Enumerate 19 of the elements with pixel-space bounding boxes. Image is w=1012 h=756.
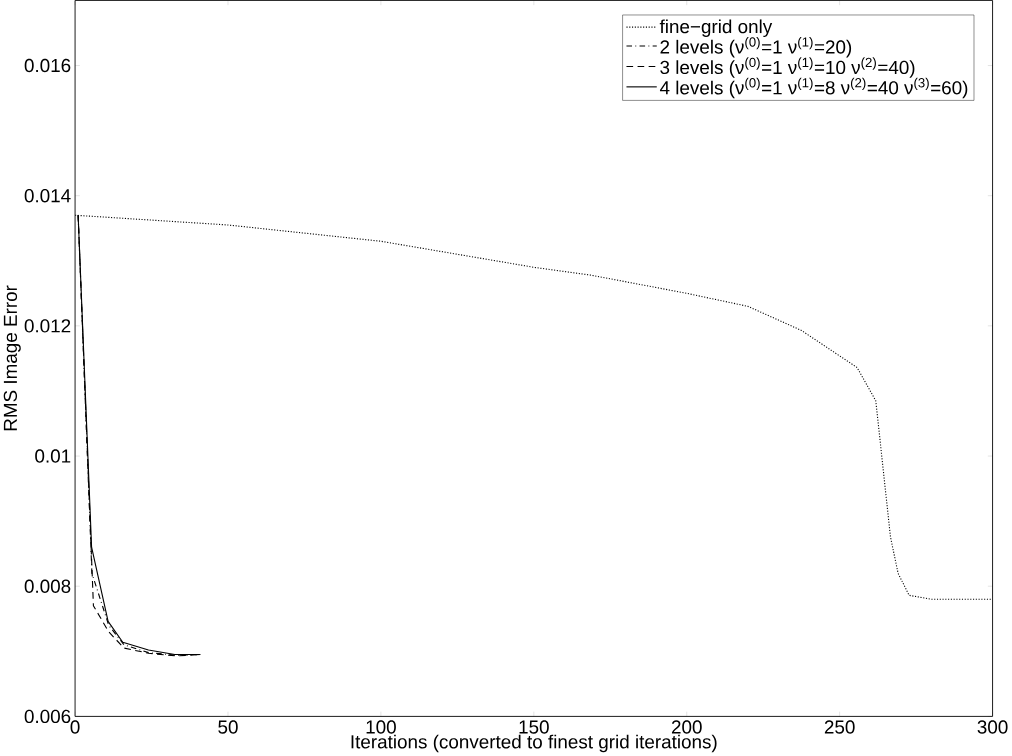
- x-axis-title: Iterations (converted to finest grid iterations): [351, 734, 717, 753]
- x-tick-label: 0: [70, 720, 80, 734]
- text: 4 levels (ν$^{(0)}$=1 ν$^{(1)}$=8 ν$^{(2)}$=40 ν$^{(3)}$=60): [659, 77, 968, 99]
- x-tick-label: 250: [824, 720, 855, 734]
- y-tick-label: 0.014: [24, 189, 71, 203]
- x-tick-label: 150: [519, 720, 549, 734]
- x-tick-label: 300: [977, 720, 1008, 734]
- y-tick-label: 0.01: [35, 449, 71, 463]
- y-tick-label: 0.016: [24, 58, 71, 73]
- x-tick-label: 100: [366, 720, 396, 734]
- legend-label: fine−grid only: [659, 19, 773, 38]
- legend-label: 2 levels (ν$^{(0)}$=1 ν$^{(1)}$=20): [660, 37, 852, 58]
- y-tick-label: 0.006: [24, 709, 71, 724]
- x-tick-label: 50: [218, 720, 238, 734]
- x-tick-label: 200: [671, 720, 702, 734]
- y-tick-label: 0.012: [24, 319, 71, 333]
- y-axis-title: RMS Image Error: [3, 285, 21, 431]
- y-tick-label: 0.008: [24, 579, 71, 593]
- legend-label: 3 levels (ν$^{(0)}$=1 ν$^{(1)}$=10 ν$^{(2)}$=40): [660, 57, 915, 78]
